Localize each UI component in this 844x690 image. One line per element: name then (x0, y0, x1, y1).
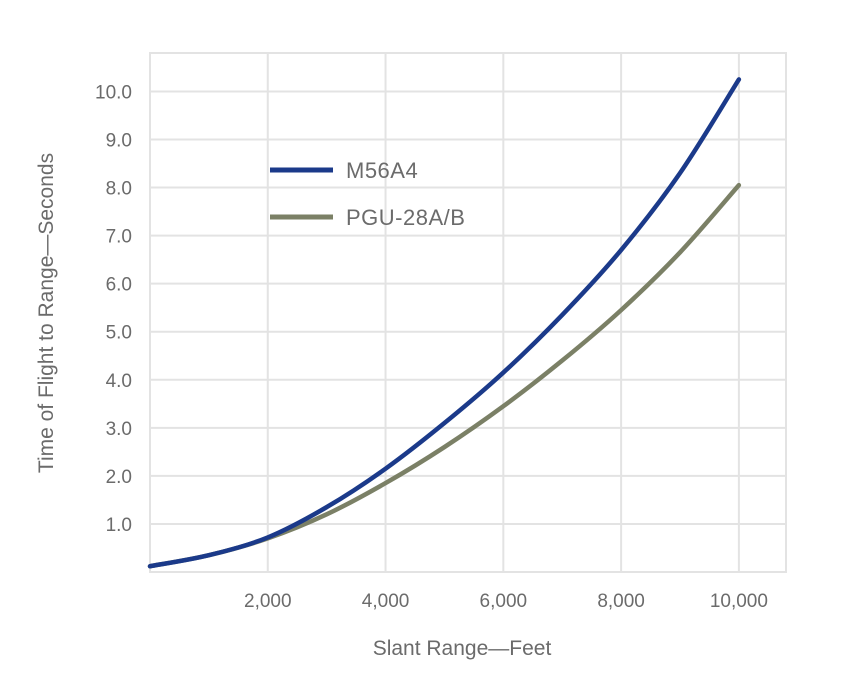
series-lines (147, 77, 742, 569)
grid (150, 53, 786, 572)
y-tick-label: 9.0 (106, 131, 132, 152)
y-tick-label: 4.0 (106, 371, 132, 392)
x-tick-label: 2,000 (244, 591, 292, 612)
y-tick-label: 5.0 (106, 323, 132, 344)
x-tick-label: 6,000 (480, 591, 528, 612)
x-tick-label: 8,000 (597, 591, 645, 612)
legend-label-m56a4: M56A4 (346, 158, 418, 183)
y-tick-labels: 1.0 2.0 3.0 4.0 5.0 6.0 7.0 8.0 9.0 10.0 (95, 82, 132, 536)
plot-frame (149, 52, 787, 573)
y-tick-label: 3.0 (106, 419, 132, 440)
series-line-pgu-28a-b (147, 182, 742, 569)
y-tick-label: 10.0 (95, 82, 132, 103)
x-tick-label: 10,000 (710, 591, 768, 612)
y-axis-title: Time of Flight to Range—Seconds (35, 153, 58, 473)
y-tick-label: 1.0 (106, 515, 132, 536)
x-axis-title: Slant Range—Feet (373, 637, 552, 660)
x-tick-labels: 2,000 4,000 6,000 8,000 10,000 (244, 591, 768, 612)
y-tick-label: 2.0 (106, 467, 132, 488)
series-line-m56a4 (147, 77, 742, 569)
y-tick-label: 8.0 (106, 179, 132, 200)
y-tick-label: 7.0 (106, 227, 132, 248)
x-tick-label: 4,000 (362, 591, 410, 612)
y-tick-label: 6.0 (106, 275, 132, 296)
legend: M56A4 PGU-28A/B (270, 158, 465, 230)
legend-label-pgu-28a-b: PGU-28A/B (346, 205, 465, 230)
